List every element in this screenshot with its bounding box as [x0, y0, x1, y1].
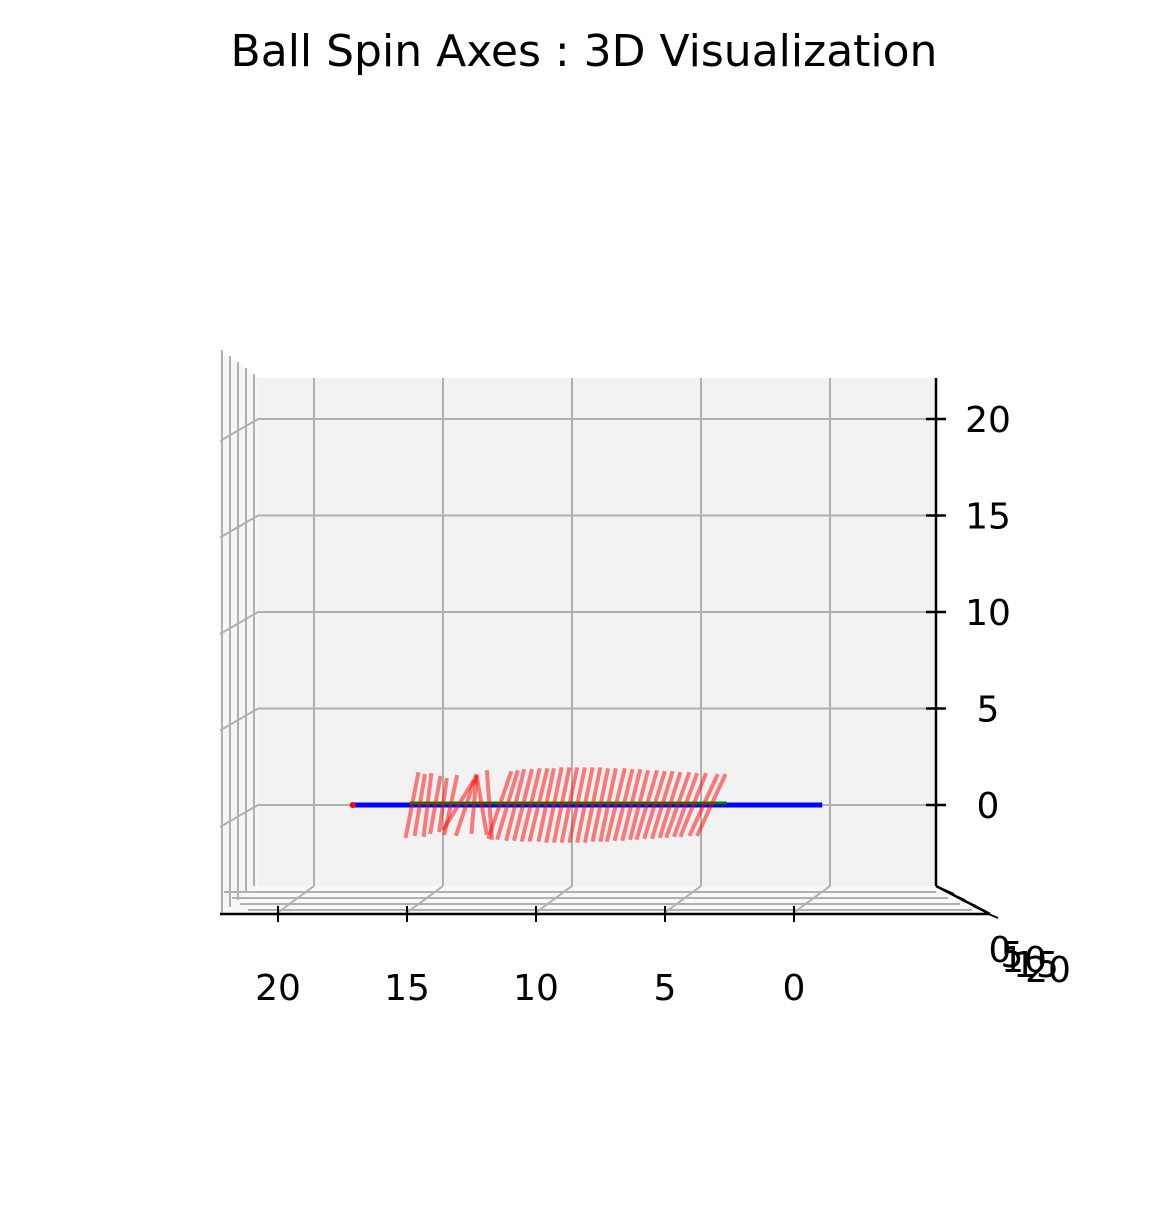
grid-lines	[219, 350, 972, 915]
spin-axis-line	[474, 774, 489, 836]
spin-axis-line	[612, 768, 635, 842]
spin-axis-line	[437, 777, 449, 833]
y-tick-label: 20	[1025, 950, 1071, 991]
back-pane-rect	[258, 378, 936, 886]
spin-axis-line	[441, 778, 476, 832]
spin-axis-line	[628, 769, 651, 841]
z-tick-label: 0	[977, 786, 1000, 827]
y-tick-label: 5	[1001, 935, 1024, 976]
spin-axis-line	[678, 772, 709, 838]
axes	[220, 378, 999, 922]
spin-axis-line	[421, 772, 434, 838]
spin-axis-line	[642, 770, 667, 840]
spin-axis-line	[519, 767, 542, 843]
x-tick-label: 0	[783, 968, 806, 1009]
spin-axis-line	[598, 767, 618, 843]
y-tick-label: 10	[1001, 940, 1047, 981]
spin-axis-line	[512, 768, 534, 842]
spin-axis-line	[544, 766, 564, 844]
y-tick-mark	[950, 893, 966, 901]
y-tick-mark	[983, 911, 999, 919]
spin-axis-line	[695, 773, 728, 837]
spin-axis-line	[536, 767, 556, 843]
spin-axis-line	[403, 771, 421, 839]
back-pane	[220, 350, 990, 914]
z-tick-label: 20	[965, 400, 1011, 441]
spin-axis-line	[495, 769, 520, 841]
data-marks	[349, 766, 823, 844]
spin-axis-line	[634, 769, 660, 841]
y-tick-label: 15	[1013, 945, 1059, 986]
y-tick-mark	[972, 905, 988, 913]
spin-axis-line	[657, 771, 683, 839]
spin-axis-line	[582, 766, 603, 844]
spin-axis-line	[664, 771, 692, 839]
spin-axis-line	[620, 768, 643, 842]
spin-axis-line	[567, 766, 587, 844]
spin-axis-line	[687, 773, 720, 837]
spin-axis-line	[650, 770, 675, 840]
trajectory-start-point	[349, 802, 356, 808]
y-tick-mark	[939, 887, 955, 895]
spin-axis-line	[486, 770, 514, 840]
chart-title: Ball Spin Axes : 3D Visualization	[230, 26, 938, 77]
spin-axis-line	[551, 766, 572, 844]
spin-axis-line	[559, 766, 580, 844]
x-tick-label: 10	[513, 968, 559, 1009]
z-tick-label: 15	[965, 497, 1011, 538]
x-tick-label: 20	[255, 968, 301, 1009]
spin-axis-line	[527, 767, 550, 843]
spin-axis-line	[469, 775, 479, 835]
x-tick-label: 5	[654, 968, 677, 1009]
spin-axis-line	[575, 766, 595, 844]
y-tick-mark	[961, 899, 977, 907]
spin-axis-line	[454, 773, 479, 837]
spin-axis-line	[504, 768, 527, 842]
spin-axis-line	[590, 767, 611, 843]
spin-axis-line	[672, 772, 700, 838]
spin-axis-line	[412, 773, 427, 837]
spin-axis-line	[604, 767, 627, 843]
y-tick-label: 0	[989, 930, 1012, 971]
z-tick-label: 10	[965, 593, 1011, 634]
z-tick-label: 5	[977, 690, 1000, 731]
spin-axis-line	[428, 775, 443, 835]
x-tick-label: 15	[384, 968, 430, 1009]
